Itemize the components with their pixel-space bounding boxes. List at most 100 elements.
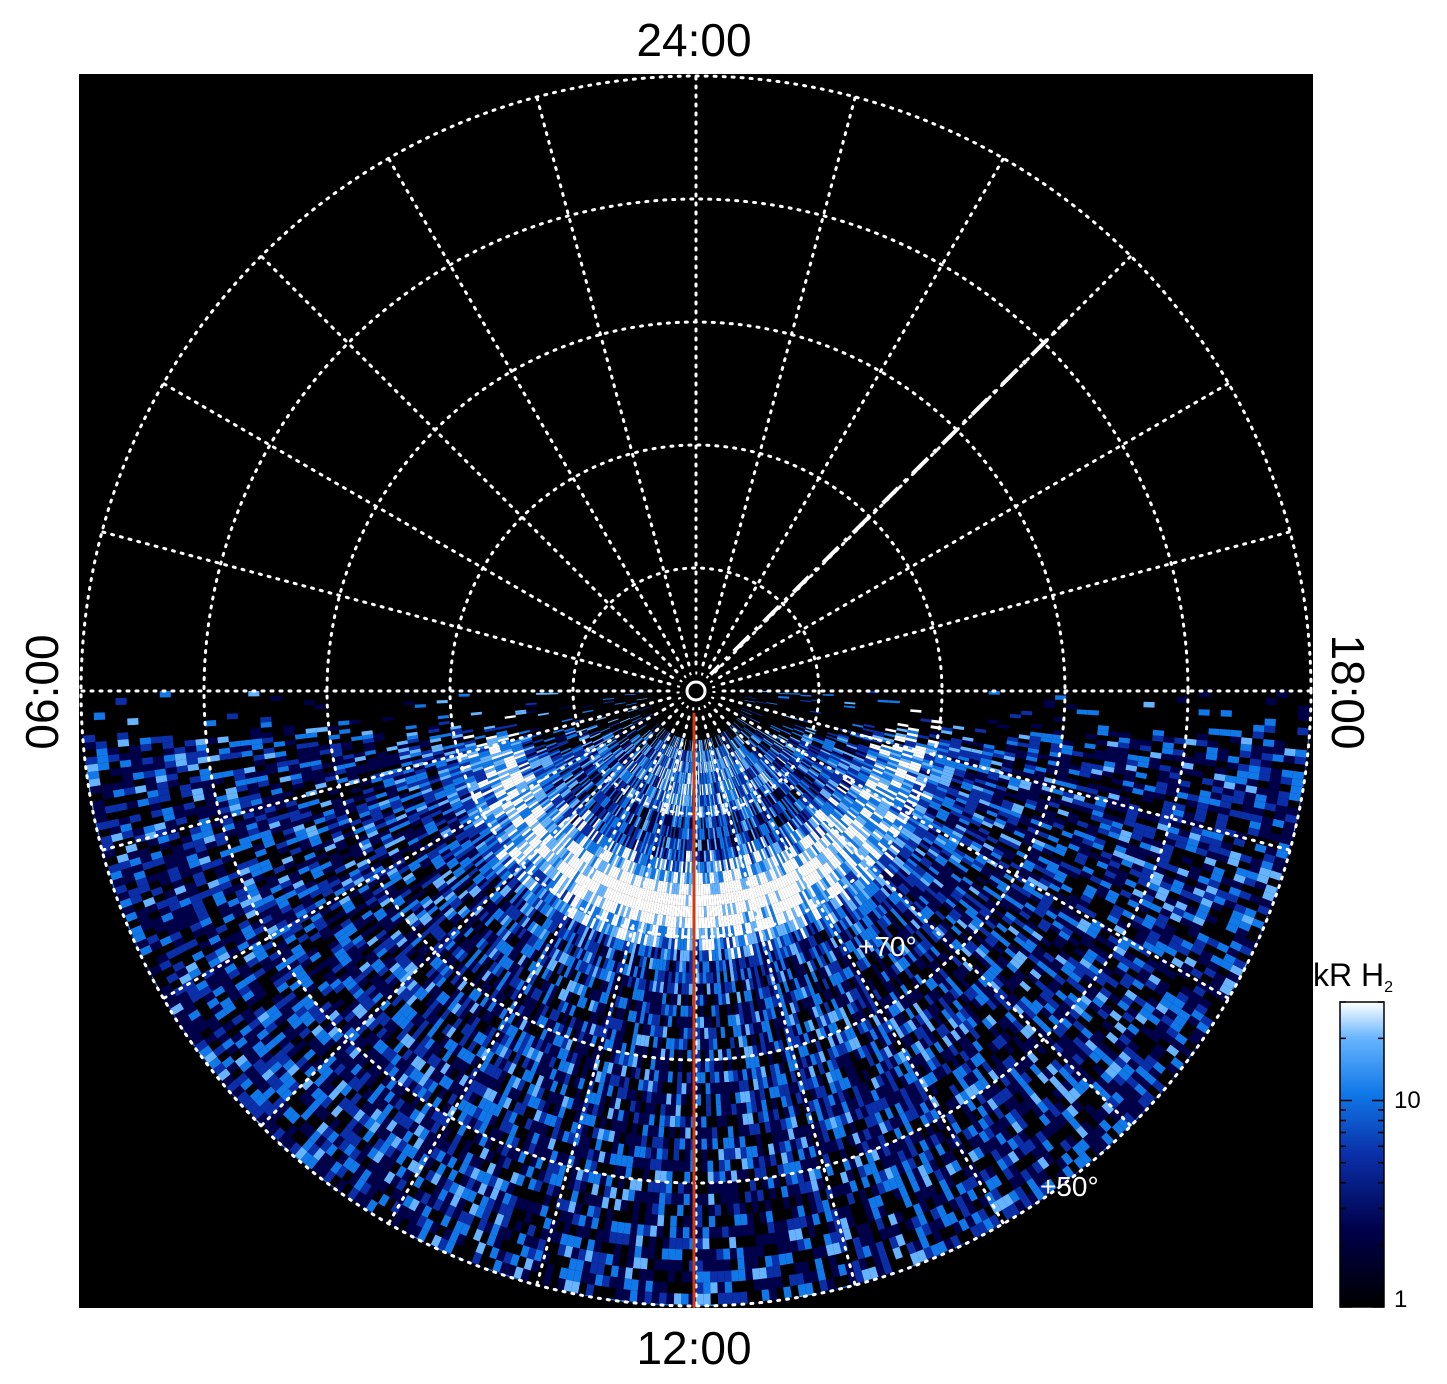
emission-cell [673, 736, 678, 748]
emission-cell [703, 761, 706, 773]
emission-cell [656, 753, 663, 764]
emission-cell [699, 751, 702, 763]
emission-cell [717, 758, 722, 770]
emission-cell [623, 743, 633, 752]
emission-cell [698, 906, 702, 918]
emission-cell [652, 764, 659, 775]
emission-cell [716, 747, 722, 758]
emission-cell [678, 738, 682, 749]
emission-cell [723, 731, 730, 742]
emission-cell [742, 744, 751, 754]
emission-cell [646, 718, 656, 726]
emission-cell [744, 699, 756, 703]
emission-cell [710, 983, 715, 995]
emission-cell [658, 766, 664, 778]
emission-cell [706, 750, 710, 762]
emission-cell [636, 754, 645, 764]
emission-cell [703, 750, 706, 762]
emission-cell [734, 736, 743, 746]
emission-cell [700, 872, 703, 885]
emission-cell [766, 702, 778, 705]
emission-cell [737, 748, 746, 758]
emission-cell [621, 741, 632, 749]
emission-cell [729, 741, 736, 751]
emission-cell [755, 701, 767, 704]
emission-cell [678, 749, 683, 761]
emission-cell [633, 752, 642, 761]
emission-cell [700, 739, 703, 751]
emission-cell [687, 761, 690, 773]
emission-cell [686, 939, 690, 951]
emission-cell [685, 761, 688, 773]
emission-cell [653, 739, 661, 749]
emission-cell [699, 740, 701, 752]
emission-cell [688, 895, 692, 907]
emission-cell [661, 755, 667, 767]
emission-cell [710, 737, 715, 749]
emission-cell [650, 750, 657, 760]
emission-cell [740, 746, 749, 756]
emission-cell [680, 772, 684, 784]
emission-cell [728, 754, 735, 765]
emission-cell [737, 717, 747, 724]
emission-cell [626, 729, 637, 737]
emission-cell [708, 749, 712, 761]
emission-cell [403, 701, 415, 706]
emission-cell [672, 747, 677, 759]
emission-cell [701, 739, 704, 751]
emission-cell [701, 739, 704, 751]
emission-cell [736, 718, 746, 726]
emission-cell [658, 742, 665, 753]
emission-cell [686, 761, 689, 773]
emission-cell [702, 773, 704, 785]
emission-cell [679, 772, 683, 784]
emission-cell [701, 906, 705, 918]
emission-cell [739, 747, 747, 757]
emission-cell [744, 725, 755, 733]
emission-cell [674, 748, 679, 760]
emission-cell [652, 738, 660, 748]
emission-cell [722, 732, 729, 742]
emission-cell [709, 749, 714, 761]
emission-cell [650, 737, 658, 747]
emission-cell [733, 738, 741, 748]
emission-cell [683, 761, 686, 773]
emission-cell [689, 751, 691, 763]
emission-cell [651, 751, 659, 761]
emission-cell [631, 735, 641, 743]
emission-cell [731, 739, 739, 749]
emission-cell [660, 730, 668, 740]
emission-cell [642, 758, 650, 769]
emission-cell [646, 747, 654, 758]
emission-cell [668, 746, 674, 758]
emission-cell [735, 749, 743, 760]
emission-cell [706, 761, 709, 773]
emission-cell [700, 861, 703, 873]
emission-cell [689, 961, 693, 973]
emission-cell [743, 728, 753, 736]
emission-cell [711, 1005, 716, 1017]
emission-cell [702, 750, 705, 762]
emission-cell [700, 773, 702, 785]
emission-cell [730, 740, 738, 750]
emission-cell [719, 758, 725, 769]
emission-cell [742, 745, 750, 754]
emission-cell [754, 730, 765, 738]
emission-cell [751, 735, 761, 744]
emission-cell [650, 723, 660, 731]
emission-cell [702, 761, 705, 773]
emission-cell [741, 730, 750, 739]
emission-cell [611, 725, 622, 732]
emission-cell [744, 696, 756, 699]
emission-cell [716, 735, 722, 746]
emission-cell [700, 895, 704, 907]
emission-cell [726, 755, 732, 766]
emission-cell [707, 994, 712, 1006]
emission-cell [660, 755, 666, 766]
emission-cell [988, 701, 1000, 706]
emission-cell [710, 760, 714, 772]
emission-cell [665, 745, 672, 757]
emission-cell [735, 736, 744, 745]
emission-cell [679, 749, 683, 761]
emission-cell [732, 751, 740, 762]
